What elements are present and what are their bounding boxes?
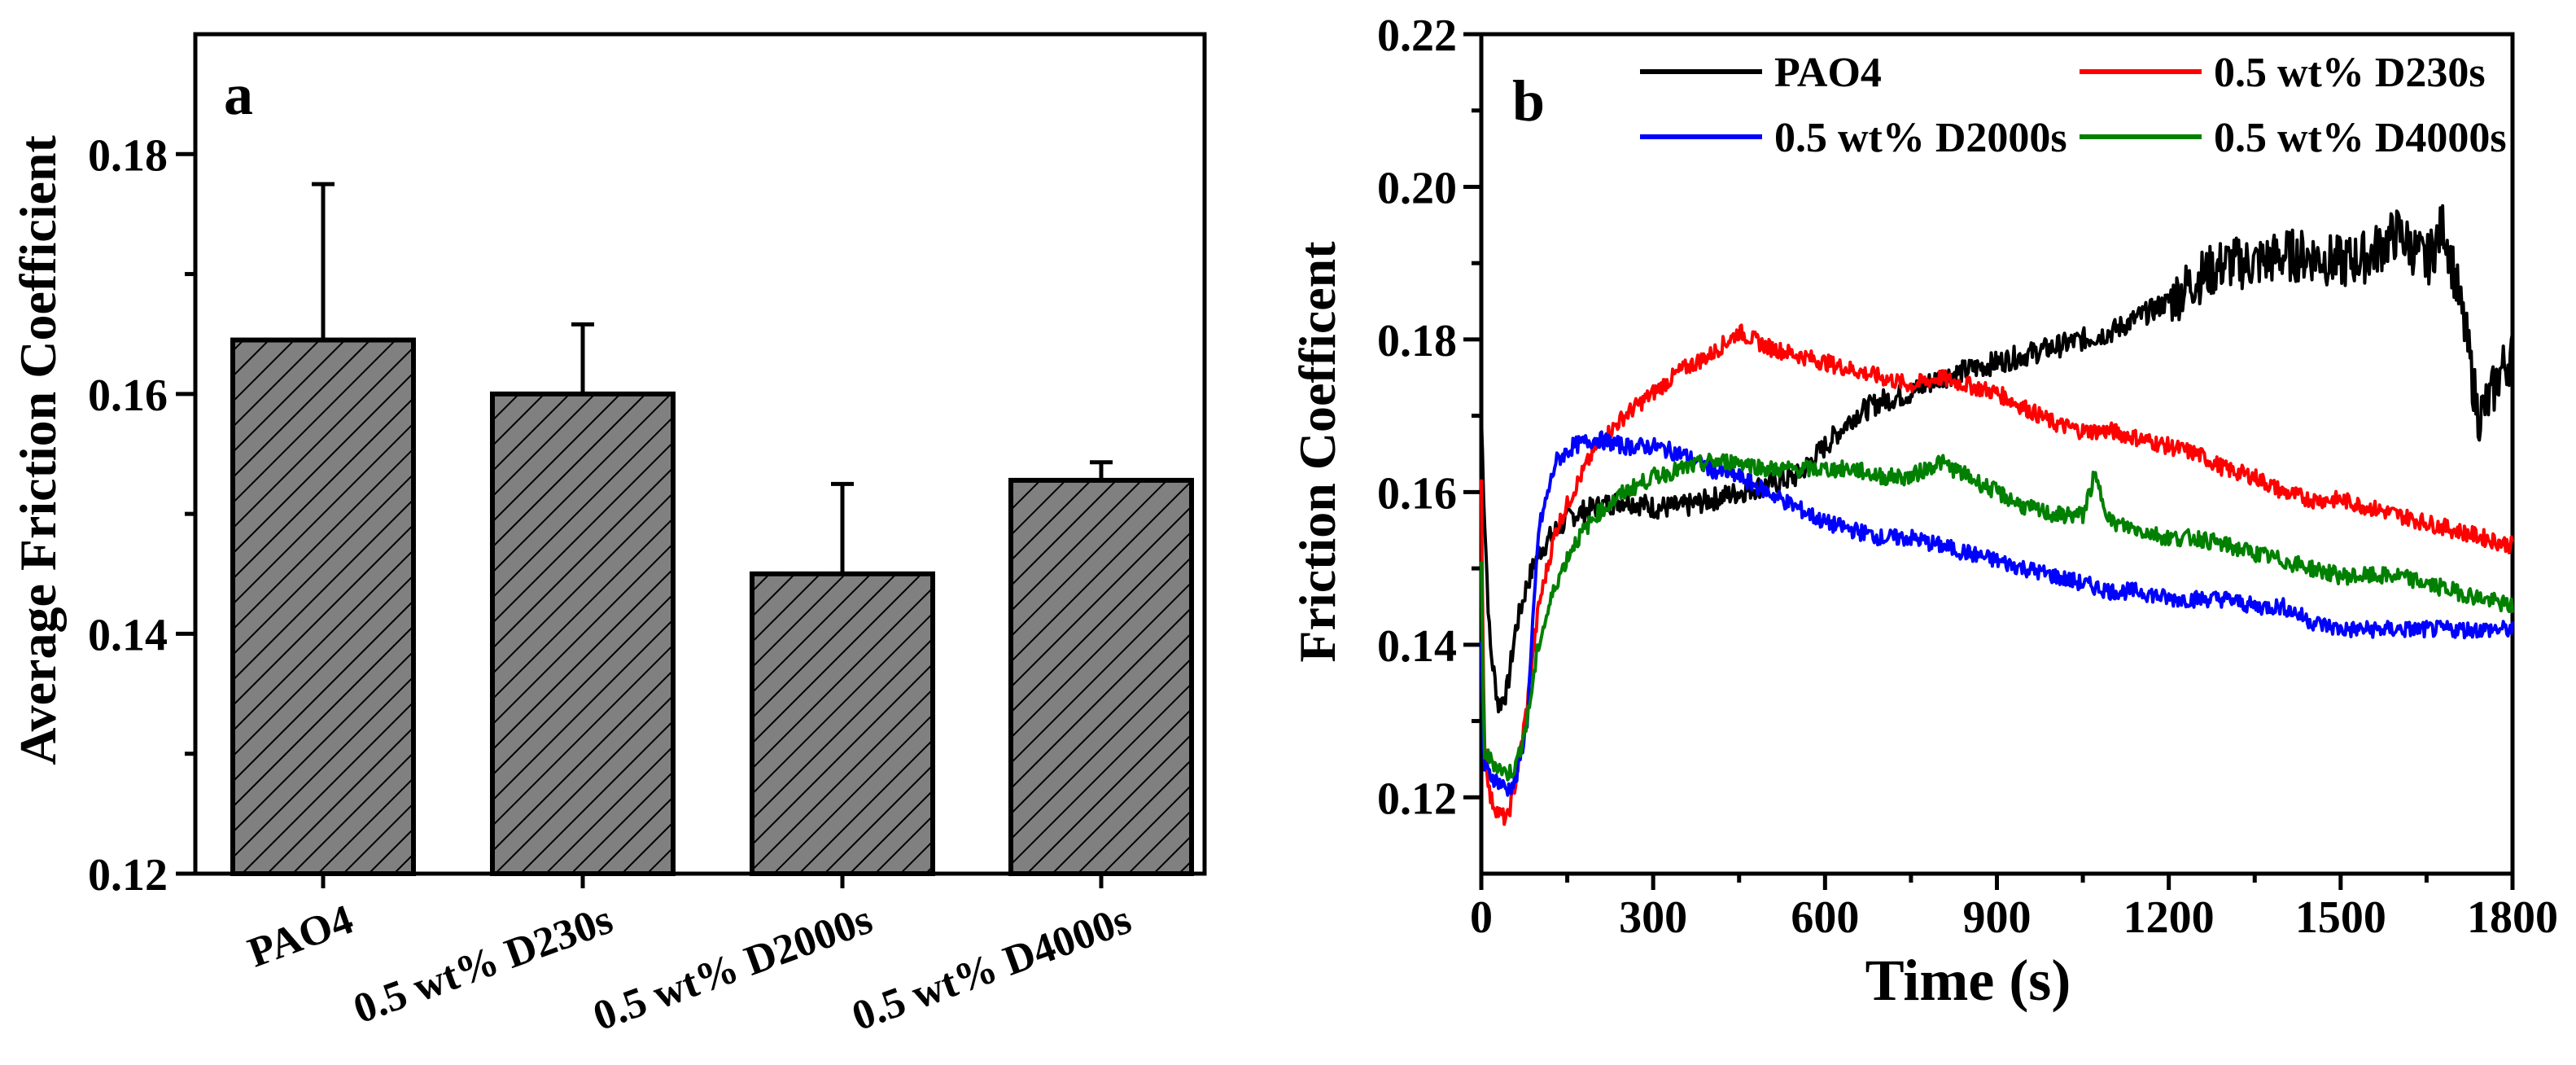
panel-b-y-tick-label: 0.18	[1377, 316, 1457, 366]
panel-a-x-tick-label: 0.5 wt% D4000s	[846, 896, 1137, 1041]
panel-b-line-chart: 0 300 600 900 1200 1500 1800 0.12 0.14 0.16 0.18 0.…	[1288, 11, 2558, 1013]
panel-b-x-tick-label: 1800	[2467, 892, 2558, 943]
panel-a-x-tick-label: PAO4	[243, 896, 359, 977]
panel-b-y-tick-label: 0.12	[1377, 774, 1457, 824]
panel-b-series-line	[1480, 452, 2514, 782]
panel-a-y-axis: 0.12 0.14 0.16 0.18	[88, 130, 195, 901]
panel-b-y-tick-label: 0.20	[1377, 163, 1457, 213]
panel-b-y-axis-label: Friction Coefficent	[1288, 241, 1346, 663]
panel-a-y-tick-label: 0.12	[88, 850, 168, 901]
panel-a-label: a	[224, 62, 253, 127]
panel-a-bar	[230, 337, 416, 877]
panel-a-y-tick-label: 0.14	[88, 610, 168, 660]
panel-b-series-line	[1480, 430, 2514, 797]
panel-a-bar	[490, 391, 676, 877]
panel-b-y-tick-label: 0.22	[1377, 11, 1457, 61]
panel-b-legend-label: 0.5 wt% D4000s	[2214, 115, 2507, 161]
panel-b-y-tick-label: 0.16	[1377, 468, 1457, 519]
panel-b-legend: PAO4 0.5 wt% D230s 0.5 wt% D2000s 0.5 wt% D…	[1640, 50, 2507, 161]
panel-b-x-tick-label: 900	[1963, 892, 2031, 943]
panel-a-bar	[750, 571, 935, 876]
panel-b-label: b	[1512, 68, 1545, 134]
panel-a-x-tick-label: 0.5 wt% D230s	[348, 896, 619, 1033]
panel-b-legend-label: PAO4	[1774, 50, 1882, 96]
panel-a-y-tick-label: 0.16	[88, 370, 168, 421]
panel-b-legend-label: 0.5 wt% D2000s	[1774, 115, 2067, 161]
panel-a-bar	[1008, 477, 1194, 876]
panel-b-x-tick-label: 0	[1470, 892, 1493, 943]
panel-b-x-axis-label: Time (s)	[1865, 948, 2071, 1013]
panel-b-x-tick-label: 1200	[2123, 892, 2215, 943]
panel-a-x-tick-label: 0.5 wt% D2000s	[588, 896, 878, 1041]
panel-b-x-tick-label: 600	[1791, 892, 1859, 943]
panel-b-series-line	[1480, 204, 2514, 714]
panel-a-y-tick-label: 0.18	[88, 130, 168, 181]
panel-b-x-tick-label: 300	[1619, 892, 1687, 943]
panel-b-series-lines	[1480, 204, 2514, 826]
panel-b-axes: 0 300 600 900 1200 1500 1800 0.12 0.14 0.16 0.18 0.…	[1377, 11, 2558, 943]
panel-b-x-tick-label: 1500	[2295, 892, 2386, 943]
panel-b-series-line	[1480, 323, 2514, 826]
panel-a-bars	[230, 182, 1194, 877]
panel-b-y-tick-label: 0.14	[1377, 621, 1457, 672]
panel-b-legend-label: 0.5 wt% D230s	[2214, 50, 2486, 96]
panel-a-y-axis-label: Average Friction Coefficient	[9, 135, 67, 765]
panel-a-plot-frame	[193, 32, 1207, 876]
